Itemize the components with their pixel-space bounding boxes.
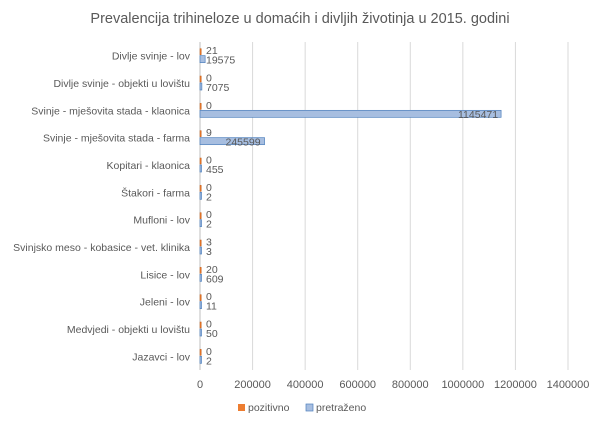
legend-label-pozitivno: pozitivno — [248, 402, 290, 414]
bar-pretrazeno — [199, 191, 202, 200]
chart-title: Prevalencija trihineloze u domaćih i div… — [90, 11, 509, 27]
category-label: Jeleni - lov — [140, 297, 191, 309]
bar-pozitivno — [199, 321, 202, 329]
legend-swatch-pozitivno — [238, 404, 245, 411]
x-tick-label: 800000 — [392, 379, 429, 391]
data-label-pretrazeno: 19575 — [206, 55, 235, 67]
category-label: Štakori - farma — [121, 186, 190, 199]
data-label-pretrazeno: 2 — [206, 191, 212, 203]
bar-pozitivno — [199, 185, 202, 192]
data-label-pretrazeno: 2 — [206, 355, 212, 367]
category-label: Lisice - lov — [140, 269, 190, 281]
x-tick-label: 1200000 — [494, 379, 537, 391]
data-label-pozitivno: 0 — [206, 319, 212, 331]
data-label-pretrazeno: 245599 — [226, 137, 261, 149]
bar-pozitivno — [199, 212, 202, 219]
data-label-pretrazeno: 7075 — [206, 82, 230, 94]
data-label-pozitivno: 0 — [206, 209, 212, 221]
bar-pretrazeno — [199, 82, 203, 91]
category-label: Divlje svinje - lov — [112, 51, 191, 63]
legend: pozitivno pretraženo — [238, 402, 366, 414]
category-label: Mufloni - lov — [133, 215, 190, 227]
data-label-pretrazeno: 11 — [206, 301, 217, 313]
x-tick-label: 200000 — [234, 379, 271, 391]
category-label: Svinje - mješovita stada - farma — [43, 133, 190, 145]
data-label-pretrazeno: 3 — [206, 246, 212, 258]
x-tick-label: 600000 — [339, 379, 376, 391]
data-label-pretrazeno: 609 — [206, 273, 224, 285]
category-labels: Divlje svinje - lov Divlje svinje - objek… — [13, 51, 191, 364]
category-label: Kopitari - klaonica — [107, 160, 191, 172]
bar-pretrazeno — [199, 246, 202, 255]
bar-pozitivno — [199, 75, 202, 83]
data-label-pretrazeno: 50 — [206, 328, 218, 340]
gridlines — [199, 42, 569, 370]
bar-pozitivno — [199, 130, 202, 137]
bar-pozitivno — [199, 239, 202, 247]
data-label-pozitivno: 0 — [206, 73, 212, 85]
x-tick-label: 1400000 — [547, 379, 590, 391]
x-tick-label: 1000000 — [441, 379, 484, 391]
bars — [199, 48, 502, 364]
legend-swatch-pretrazeno — [305, 403, 314, 412]
bar-pretrazeno — [199, 164, 202, 173]
data-label-pozitivno: 0 — [206, 182, 212, 194]
category-label: Divlje svinje - objekti u lovištu — [53, 78, 190, 90]
legend-label-pretrazeno: pretraženo — [316, 402, 366, 414]
bar-pretrazeno — [199, 219, 202, 228]
data-label-pozitivno: 0 — [206, 155, 212, 167]
data-label-pozitivno: 21 — [206, 45, 218, 57]
category-label: Medvjedi - objekti u lovištu — [67, 324, 190, 336]
bar-pretrazeno — [199, 301, 202, 310]
bar-pretrazeno — [199, 55, 206, 64]
data-label-pretrazeno: 1145471 — [458, 109, 498, 121]
data-label-pretrazeno: 2 — [206, 219, 212, 231]
bar-pretrazeno — [199, 273, 202, 282]
bar-pretrazeno — [199, 109, 502, 118]
data-label-pozitivno: 0 — [206, 100, 212, 112]
data-label-pozitivno: 20 — [206, 264, 218, 276]
bar-pozitivno — [199, 103, 202, 110]
data-label-pozitivno: 0 — [206, 291, 212, 303]
x-tick-label: 400000 — [287, 379, 324, 391]
bar-pozitivno — [199, 267, 202, 274]
bar-pozitivno — [199, 157, 202, 165]
bar-pretrazeno — [199, 355, 202, 364]
data-label-pretrazeno: 455 — [206, 164, 224, 176]
bar-pretrazeno — [199, 328, 202, 337]
data-label-pozitivno: 0 — [206, 346, 212, 358]
data-label-pozitivno: 3 — [206, 237, 212, 249]
category-label: Svinje - mješovita stada - klaonica — [31, 105, 190, 117]
x-tick-label: 0 — [197, 379, 203, 391]
bar-pozitivno — [199, 48, 202, 55]
category-label: Jazavci - lov — [132, 351, 191, 363]
data-label-pozitivno: 9 — [206, 127, 212, 139]
category-label: Svinjsko meso - kobasice - vet. klinika — [13, 242, 190, 254]
bar-pozitivno — [199, 349, 202, 356]
bar-pretrazeno — [199, 137, 265, 146]
x-axis-tick-labels: 0 200000 400000 600000 800000 1000000 1200000 1… — [197, 379, 589, 391]
bar-pozitivno — [199, 294, 202, 301]
data-labels: 2119575070750114547192455990455020233206… — [206, 45, 498, 367]
